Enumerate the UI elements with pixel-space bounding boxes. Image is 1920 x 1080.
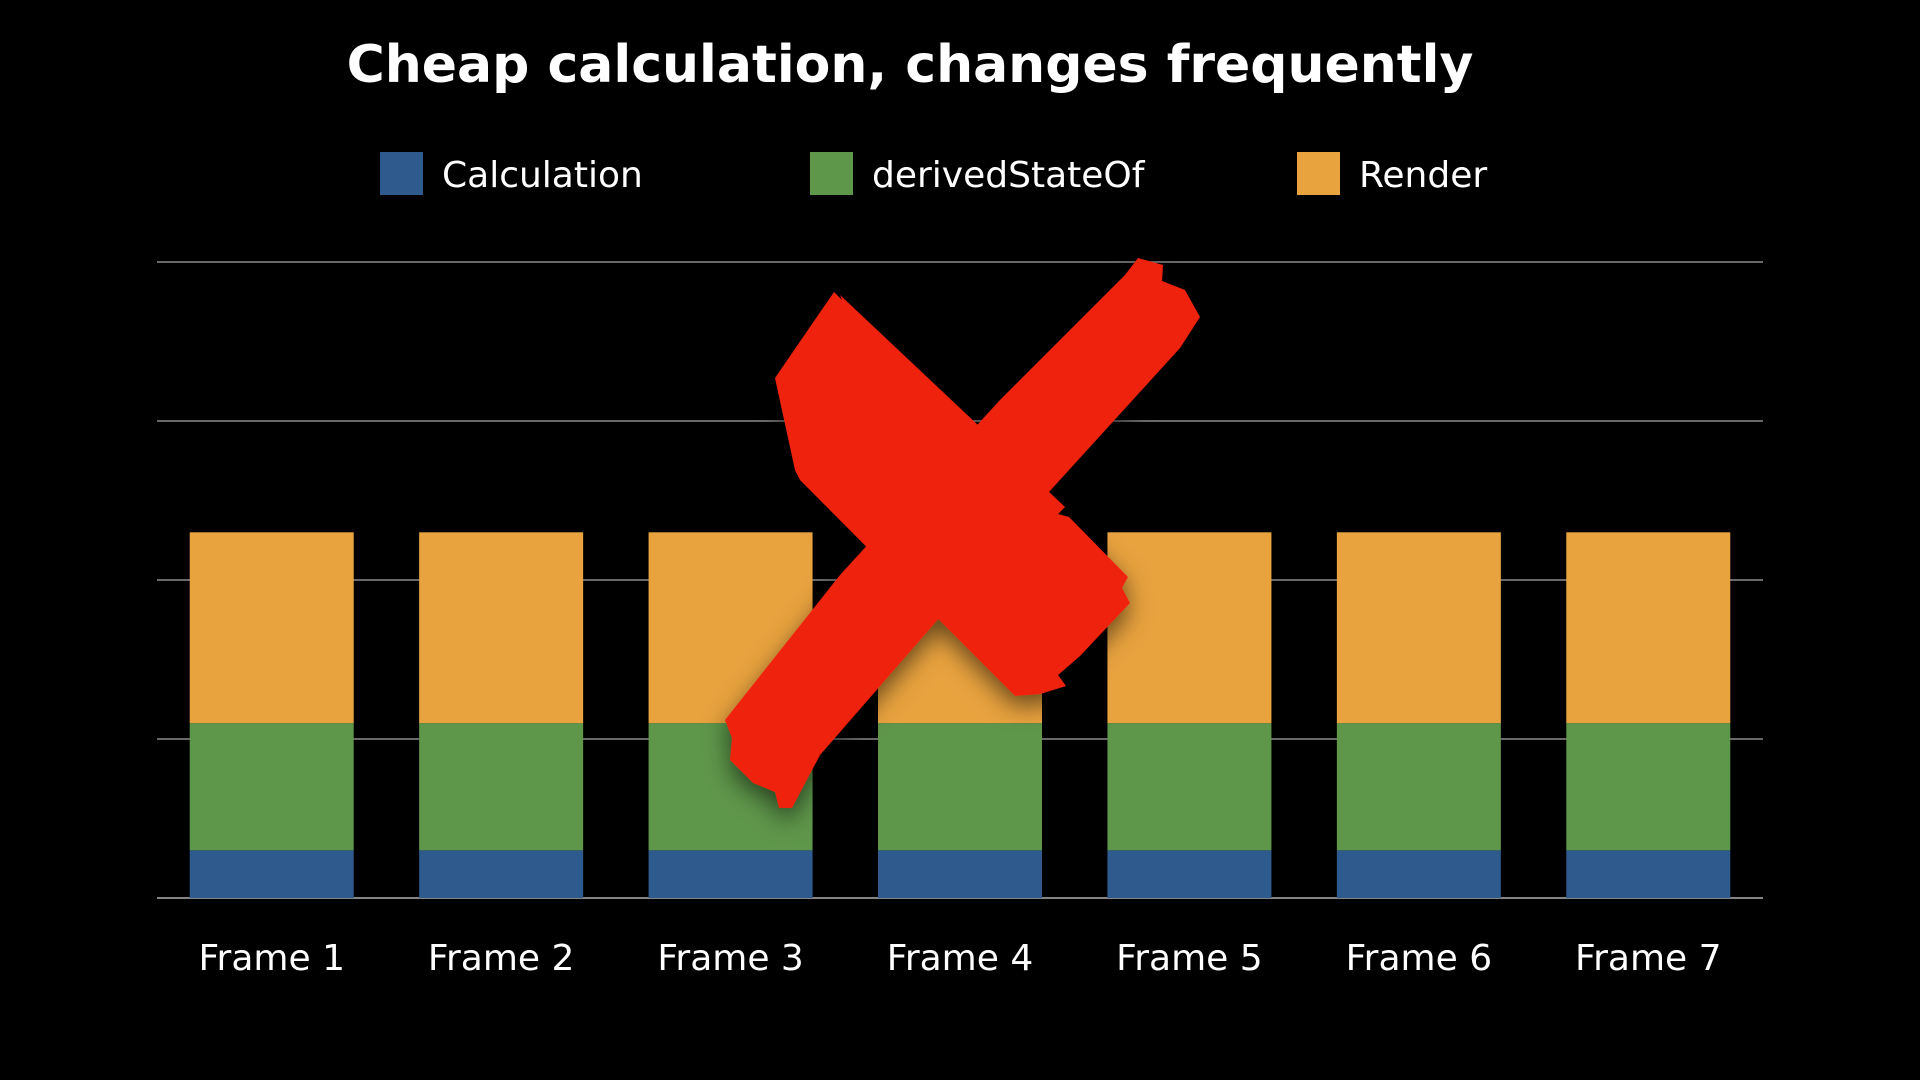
x-tick-label: Frame 6 bbox=[1346, 938, 1493, 979]
x-tick-label: Frame 3 bbox=[657, 938, 804, 979]
bar-segment-render-6 bbox=[1336, 532, 1501, 724]
bar-segment-calculation-7 bbox=[1566, 850, 1731, 898]
bar-segment-calculation-6 bbox=[1336, 850, 1501, 898]
bar-segment-derivedstateof-6 bbox=[1336, 723, 1501, 851]
chart-title: Cheap calculation, changes frequently bbox=[347, 35, 1474, 95]
bar-segment-render-7 bbox=[1566, 532, 1731, 724]
legend-label-calculation: Calculation bbox=[442, 155, 643, 196]
x-tick-label: Frame 2 bbox=[428, 938, 575, 979]
bar-segment-derivedstateof-7 bbox=[1566, 723, 1731, 851]
legend-swatch-calculation bbox=[380, 152, 423, 195]
bar-segment-derivedstateof-1 bbox=[189, 723, 354, 851]
bar-segment-render-5 bbox=[1107, 532, 1272, 724]
x-tick-label: Frame 1 bbox=[198, 938, 345, 979]
bar-segment-calculation-3 bbox=[648, 850, 813, 898]
bar-segment-calculation-5 bbox=[1107, 850, 1272, 898]
bar-segment-derivedstateof-2 bbox=[419, 723, 584, 851]
red-x-stroke-2 bbox=[725, 258, 1200, 808]
bars bbox=[189, 532, 1731, 898]
bar-segment-derivedstateof-5 bbox=[1107, 723, 1272, 851]
legend: Calculation derivedStateOf Render bbox=[380, 152, 1487, 196]
bar-segment-calculation-2 bbox=[419, 850, 584, 898]
bar-segment-calculation-4 bbox=[878, 850, 1042, 898]
x-axis-tick-labels: Frame 1 Frame 2 Frame 3 Frame 4 Frame 5 Frame… bbox=[198, 938, 1721, 979]
x-tick-label: Frame 4 bbox=[887, 938, 1034, 979]
legend-swatch-render bbox=[1297, 152, 1340, 195]
bar-segment-calculation-1 bbox=[189, 850, 354, 898]
red-x-mark-icon bbox=[725, 258, 1200, 808]
x-tick-label: Frame 5 bbox=[1116, 938, 1263, 979]
legend-label-render: Render bbox=[1359, 155, 1487, 196]
bar-segment-render-1 bbox=[189, 532, 354, 724]
legend-swatch-derivedstateof bbox=[810, 152, 853, 195]
bar-segment-render-2 bbox=[419, 532, 584, 724]
x-tick-label: Frame 7 bbox=[1575, 938, 1722, 979]
legend-label-derivedstateof: derivedStateOf bbox=[872, 155, 1146, 196]
bar-segment-derivedstateof-4 bbox=[878, 723, 1042, 851]
